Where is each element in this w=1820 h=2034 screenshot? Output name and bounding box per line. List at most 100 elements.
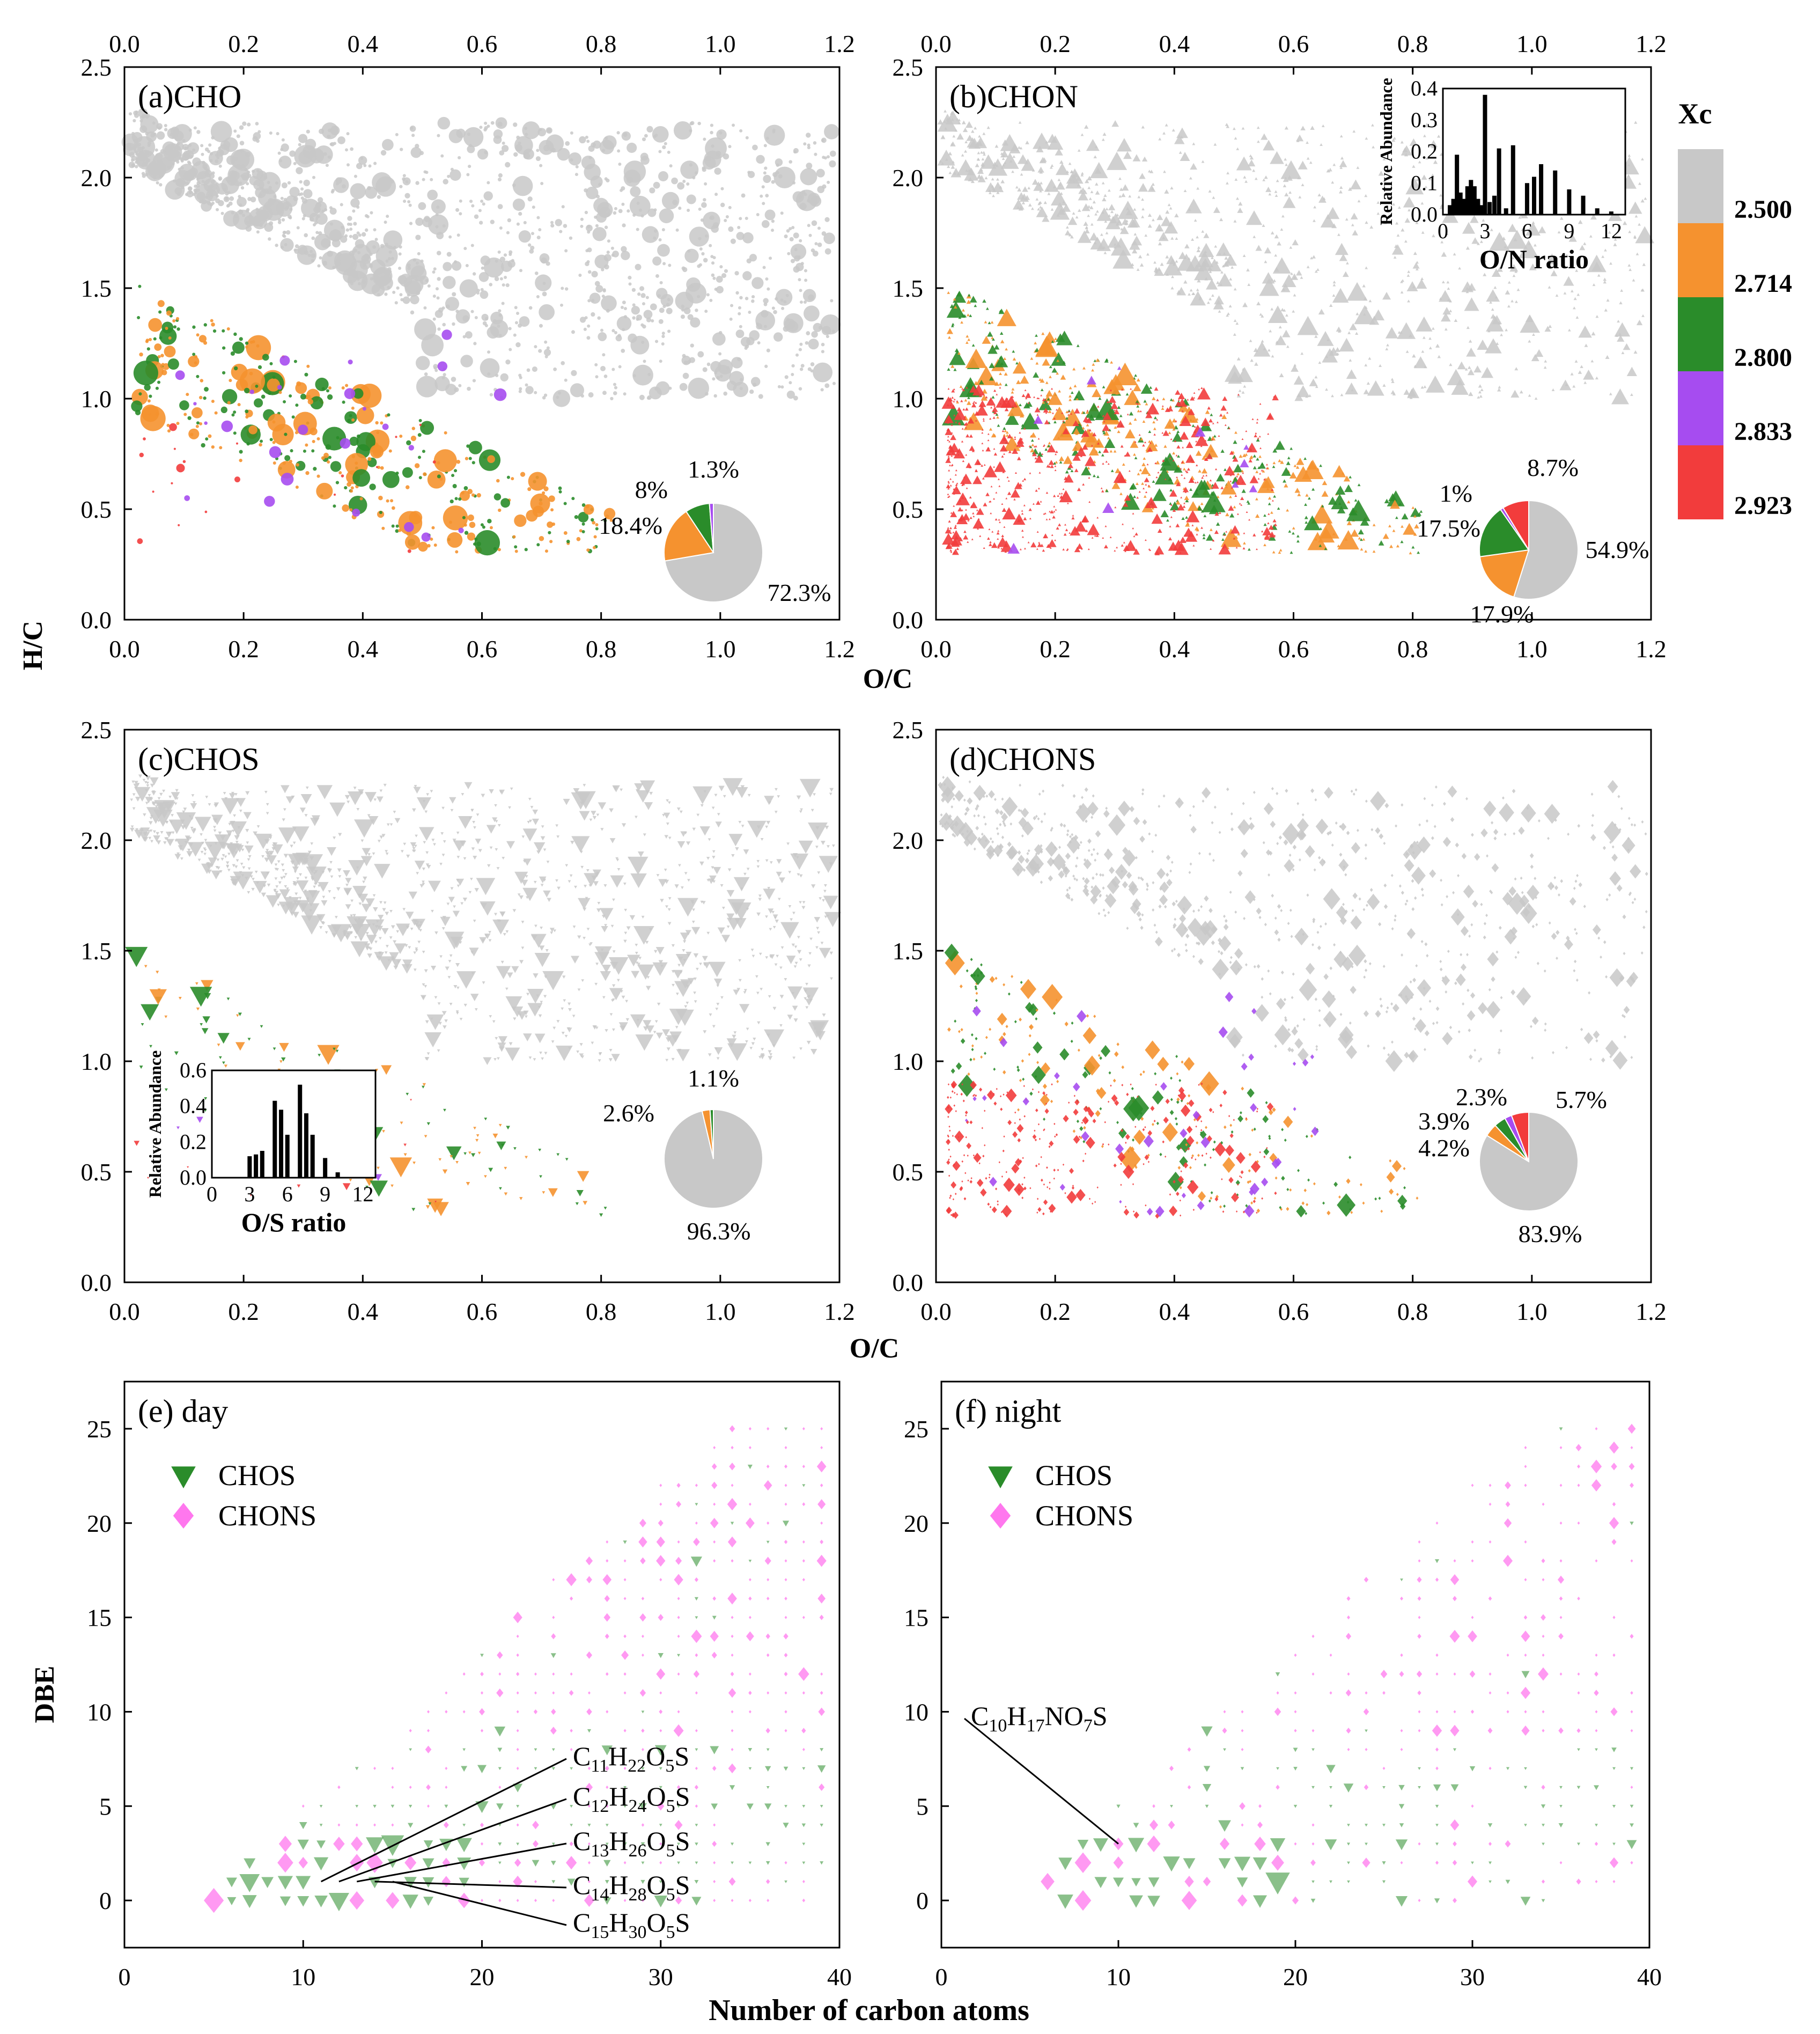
data-point-b xyxy=(1314,335,1318,338)
data-point-b xyxy=(1048,409,1052,413)
data-point-b xyxy=(1338,502,1342,505)
data-point-b xyxy=(950,364,955,368)
data-point-a xyxy=(536,149,540,152)
data-point-b xyxy=(966,386,968,389)
data-point-a xyxy=(698,207,702,211)
data-point-b xyxy=(1124,451,1131,457)
data-point-c xyxy=(681,886,684,890)
data-point-b xyxy=(1210,449,1214,452)
data-point-b xyxy=(1119,414,1123,417)
data-point-a xyxy=(765,194,769,198)
data-point-c xyxy=(806,1040,811,1045)
data-point-b xyxy=(1147,213,1152,217)
data-point-b xyxy=(1286,461,1291,465)
data-point-a xyxy=(539,304,555,320)
data-point-a xyxy=(595,523,599,527)
data-point-b xyxy=(1081,429,1090,437)
data-point-c xyxy=(624,931,628,935)
data-point-b xyxy=(1580,365,1583,369)
data-point-b xyxy=(1185,255,1204,271)
data-point-b xyxy=(1464,297,1479,311)
data-point-a xyxy=(603,519,607,523)
data-point-c xyxy=(726,1038,737,1048)
data-point-a xyxy=(447,532,463,548)
data-point-a xyxy=(399,434,403,438)
data-point-b xyxy=(1457,361,1466,370)
data-point-c xyxy=(819,897,822,900)
data-point-a xyxy=(587,270,592,274)
data-point-a xyxy=(498,309,502,313)
data-point-b xyxy=(1528,394,1531,397)
data-point-c xyxy=(229,793,236,799)
data-point-c xyxy=(732,1034,736,1039)
data-point-c xyxy=(530,806,534,809)
data-point-b xyxy=(1163,258,1183,276)
data-point-b xyxy=(1268,193,1272,196)
data-point-b xyxy=(1235,475,1247,485)
data-point-b xyxy=(1098,450,1101,453)
data-point-a xyxy=(176,327,180,331)
data-point-c xyxy=(797,873,800,876)
data-point-b xyxy=(1153,433,1156,436)
data-point-b xyxy=(1437,355,1441,358)
data-point-a xyxy=(293,161,297,165)
data-point-a xyxy=(230,351,235,356)
data-point-c xyxy=(600,971,611,981)
data-point-c xyxy=(616,979,620,982)
data-point-b xyxy=(975,420,977,422)
data-point-b xyxy=(1070,413,1072,415)
data-point-c xyxy=(646,976,650,979)
data-point-a xyxy=(543,486,549,491)
data-point-b xyxy=(1470,215,1479,223)
data-point-b xyxy=(1493,264,1497,267)
data-point-b xyxy=(1106,401,1109,403)
data-point-b xyxy=(1638,223,1641,226)
data-point-a xyxy=(706,362,711,366)
data-point-b xyxy=(1274,234,1279,239)
data-point-b xyxy=(1635,226,1655,244)
data-point-a xyxy=(507,218,512,223)
data-point-b xyxy=(1015,362,1019,365)
data-point-b xyxy=(1617,320,1620,323)
data-point-b xyxy=(1310,126,1315,130)
data-point-b xyxy=(946,301,966,318)
data-point-a xyxy=(436,232,444,239)
data-point-a xyxy=(252,170,255,173)
data-point-b xyxy=(1239,502,1241,505)
data-point-b xyxy=(1057,178,1061,181)
data-point-b xyxy=(1597,274,1601,277)
data-point-b xyxy=(1300,126,1306,130)
data-point-b xyxy=(967,541,969,543)
data-point-b xyxy=(1158,137,1162,141)
data-point-b xyxy=(1176,445,1181,449)
data-point-b xyxy=(1059,490,1073,503)
data-point-b xyxy=(1267,522,1270,524)
data-point-a xyxy=(300,393,306,400)
data-point-b xyxy=(1028,445,1031,447)
data-point-b xyxy=(1240,504,1243,506)
data-point-a xyxy=(487,350,491,354)
data-point-a xyxy=(602,353,606,357)
data-point-a xyxy=(349,508,353,512)
data-point-b xyxy=(971,538,974,540)
data-point-b xyxy=(1003,161,1007,164)
data-point-b xyxy=(1175,390,1181,395)
data-point-b xyxy=(1200,526,1203,529)
data-point-b xyxy=(1465,246,1470,250)
data-point-b xyxy=(1609,392,1612,395)
data-point-b xyxy=(1360,547,1364,551)
data-point-b xyxy=(1185,498,1189,503)
data-point-a xyxy=(395,436,397,438)
data-point-c xyxy=(352,914,356,917)
data-point-a xyxy=(480,290,489,299)
data-point-a xyxy=(443,179,448,185)
data-point-a xyxy=(827,155,830,159)
data-point-b xyxy=(1114,409,1116,412)
data-point-b xyxy=(1031,207,1034,210)
data-point-a xyxy=(418,456,422,459)
data-point-a xyxy=(333,504,336,508)
data-point-a xyxy=(635,263,642,270)
data-point-a xyxy=(186,181,189,185)
data-point-a xyxy=(565,141,570,146)
data-point-b xyxy=(1313,205,1317,209)
